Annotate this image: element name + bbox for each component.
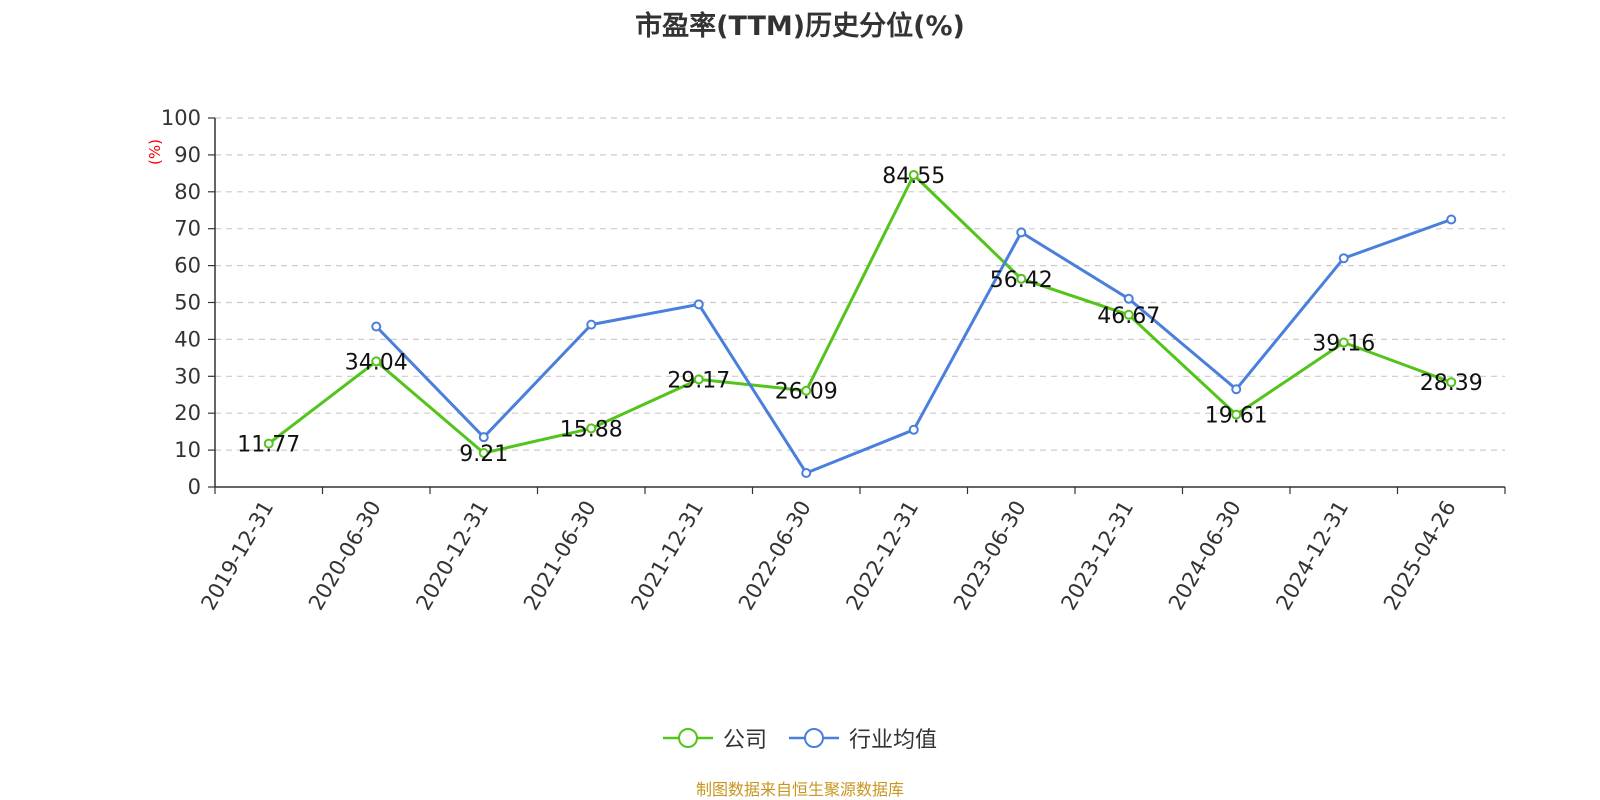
data-label: 28.39 [1420, 371, 1483, 396]
source-note: 制图数据来自恒生聚源数据库 [695, 780, 904, 799]
data-label: 56.42 [990, 268, 1053, 293]
data-point-company[interactable] [1231, 409, 1242, 420]
data-point-company[interactable] [1446, 377, 1457, 388]
data-point-industry[interactable] [801, 467, 812, 478]
legend-swatch-company [662, 728, 713, 748]
legend-item-industry[interactable]: 行业均值 [789, 722, 937, 754]
y-tick-label: 20 [174, 401, 201, 425]
series-line-company [267, 173, 1452, 455]
data-label: 11.77 [237, 433, 300, 458]
x-tick-label: 2023-06-30 [949, 497, 1031, 615]
data-label: 39.16 [1312, 331, 1375, 356]
chart-title: 市盈率(TTM)历史分位(%) [635, 11, 965, 42]
y-tick-label: 70 [174, 217, 201, 241]
x-tick-label: 2022-06-30 [734, 497, 816, 615]
y-tick-label: 100 [161, 106, 201, 130]
legend-swatch-industry [789, 728, 839, 748]
y-tick-label: 60 [174, 254, 201, 278]
y-tick-label: 80 [174, 180, 201, 204]
x-tick-label: 2019-12-31 [196, 497, 278, 615]
data-point-company[interactable] [371, 356, 382, 367]
data-point-company[interactable] [693, 374, 704, 385]
y-tick-label: 10 [174, 438, 201, 462]
data-label: 84.55 [882, 164, 945, 189]
data-point-industry[interactable] [371, 321, 382, 332]
legend-label-industry: 行业均值 [849, 728, 938, 753]
y-tick-label: 30 [174, 364, 201, 388]
data-point-company[interactable] [1123, 309, 1134, 320]
data-label: 15.88 [560, 417, 623, 442]
data-label: 34.04 [345, 350, 408, 375]
x-tick-label: 2021-06-30 [519, 497, 601, 615]
legend-label-company: 公司 [722, 728, 767, 753]
legend-item-company[interactable]: 公司 [662, 722, 767, 754]
data-point-industry[interactable] [1446, 214, 1457, 225]
y-axis-label: (%) [146, 139, 164, 165]
data-point-industry[interactable] [908, 424, 919, 435]
data-point-company[interactable] [908, 170, 919, 181]
y-tick-label: 50 [174, 291, 201, 315]
data-point-company[interactable] [1338, 337, 1349, 348]
x-tick-label: 2024-06-30 [1164, 497, 1246, 615]
x-tick-label: 2021-12-31 [626, 497, 708, 615]
data-point-company[interactable] [801, 385, 812, 396]
data-point-company[interactable] [263, 438, 274, 449]
data-point-industry[interactable] [586, 319, 597, 330]
data-label: 26.09 [775, 380, 838, 405]
x-tick-label: 2022-12-31 [841, 497, 923, 615]
y-tick-label: 0 [188, 475, 201, 499]
data-point-company[interactable] [586, 423, 597, 434]
data-point-company[interactable] [1016, 273, 1027, 284]
series-line-industry [375, 218, 1452, 475]
x-tick-label: 2024-12-31 [1271, 497, 1353, 615]
data-label: 9.21 [459, 442, 508, 467]
grid-layer [215, 117, 1505, 451]
data-point-industry[interactable] [1123, 293, 1134, 304]
data-point-industry[interactable] [693, 299, 704, 310]
data-point-industry[interactable] [1338, 253, 1349, 264]
data-label: 29.17 [667, 368, 730, 393]
x-tick-label: 2023-12-31 [1056, 497, 1138, 615]
x-tick-label: 2020-12-31 [411, 497, 493, 615]
data-label: 19.61 [1205, 404, 1268, 429]
data-point-industry[interactable] [1016, 227, 1027, 238]
legend: 公司 行业均值 [0, 722, 1600, 754]
y-tick-label: 90 [174, 143, 201, 167]
data-point-company[interactable] [478, 448, 489, 459]
data-point-industry[interactable] [478, 432, 489, 443]
y-tick-label: 40 [174, 327, 201, 351]
series-layer [263, 170, 1457, 478]
label-layer: 11.77 34.04 9.21 15.88 29.17 26.09 84.55 56.42 4… [237, 164, 1482, 467]
x-tick-label: 2020-06-30 [304, 497, 386, 615]
data-label: 46.67 [1097, 304, 1160, 329]
x-tick-label: 2025-04-26 [1379, 497, 1461, 615]
data-point-industry[interactable] [1231, 384, 1242, 395]
